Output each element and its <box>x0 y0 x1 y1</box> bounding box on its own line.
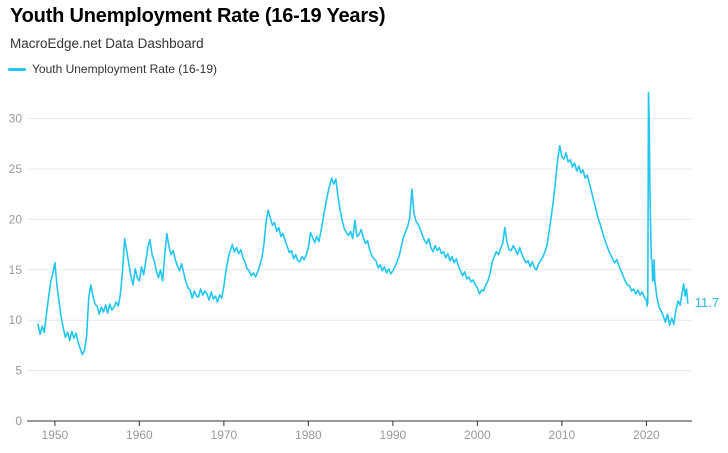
chart-subtitle: MacroEdge.net Data Dashboard <box>10 36 204 51</box>
x-tick-label: 1990 <box>380 428 407 442</box>
chart-area[interactable]: 0 5 10 15 20 25 30 1950 1960 1970 1980 1990 2000 2010… <box>0 80 728 453</box>
latest-value-label: 11.7 <box>694 295 720 311</box>
y-tick-label: 0 <box>15 414 22 428</box>
x-tick-label: 1950 <box>42 428 69 442</box>
legend-item[interactable]: Youth Unemployment Rate (16-19) <box>8 62 217 76</box>
y-tick-label: 25 <box>9 162 23 176</box>
legend-line-swatch-icon <box>8 67 26 71</box>
y-tick-label: 15 <box>9 263 23 277</box>
legend-label: Youth Unemployment Rate (16-19) <box>32 62 217 76</box>
series-line <box>37 91 689 356</box>
x-tick-label: 1960 <box>126 428 153 442</box>
y-tick-label: 5 <box>15 364 22 378</box>
chart-title: Youth Unemployment Rate (16-19 Years) <box>10 5 386 27</box>
x-tick-label: 1970 <box>211 428 238 442</box>
unemployment-line-chart[interactable]: 0 5 10 15 20 25 30 1950 1960 1970 1980 1990 2000 2010… <box>0 80 728 453</box>
x-tick-label: 2020 <box>633 428 660 442</box>
x-tick-label: 2000 <box>464 428 491 442</box>
y-tick-label: 30 <box>9 112 23 126</box>
y-tick-label: 10 <box>9 313 23 327</box>
x-tick-label: 1980 <box>295 428 322 442</box>
y-tick-label: 20 <box>9 212 23 226</box>
x-tick-label: 2010 <box>549 428 576 442</box>
